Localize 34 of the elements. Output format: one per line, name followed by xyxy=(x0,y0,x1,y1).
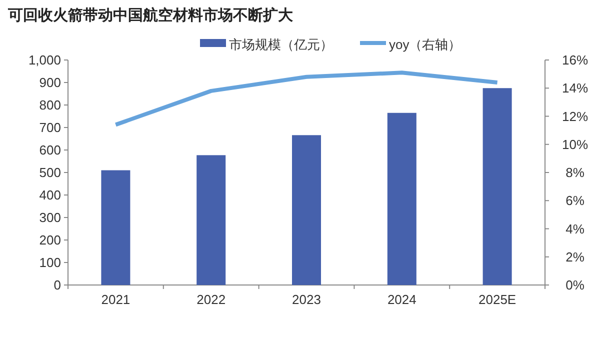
y2-tick-label: 12% xyxy=(562,108,588,124)
y2-tick-label: 16% xyxy=(562,52,588,68)
bar xyxy=(482,88,512,285)
y2-tick-label: 10% xyxy=(562,136,588,152)
line-series xyxy=(114,70,500,127)
y-tick-label: 200 xyxy=(39,232,61,248)
x-tick-label: 2024 xyxy=(387,292,416,307)
y-tick-label: 600 xyxy=(39,142,61,158)
y2-tick-label: 6% xyxy=(566,193,585,208)
y2-tick-label: 4% xyxy=(566,221,585,236)
y-tick-label: 900 xyxy=(39,75,61,90)
chart-title: 可回收火箭带动中国航空材料市场不断扩大 xyxy=(7,6,294,24)
bar xyxy=(196,155,226,285)
y-tick-label: 300 xyxy=(39,210,61,225)
y2-tick-label: 2% xyxy=(566,249,585,264)
y-tick-label: 700 xyxy=(39,120,61,135)
y-tick-label: 100 xyxy=(39,255,61,270)
y2-tick-label: 0% xyxy=(566,278,585,292)
x-tick-label: 2023 xyxy=(292,292,321,307)
x-tick-label: 2022 xyxy=(196,292,226,307)
bar xyxy=(387,112,416,285)
y-tick-label: 0 xyxy=(54,278,61,292)
bar xyxy=(292,135,321,285)
legend-label: 市场规模（亿元） xyxy=(229,37,333,52)
y-tick-label: 500 xyxy=(39,165,61,180)
y-tick-label: 800 xyxy=(39,98,61,112)
y-tick-label: 1,000 xyxy=(28,52,61,68)
legend-label: yoy（右轴） xyxy=(389,37,462,52)
bar xyxy=(101,170,130,285)
y2-tick-label: 8% xyxy=(566,165,585,180)
y-tick-label: 400 xyxy=(39,188,61,202)
y2-tick-label: 14% xyxy=(562,80,588,96)
x-tick-label: 2025E xyxy=(478,292,516,307)
x-tick-label: 2021 xyxy=(101,292,130,307)
